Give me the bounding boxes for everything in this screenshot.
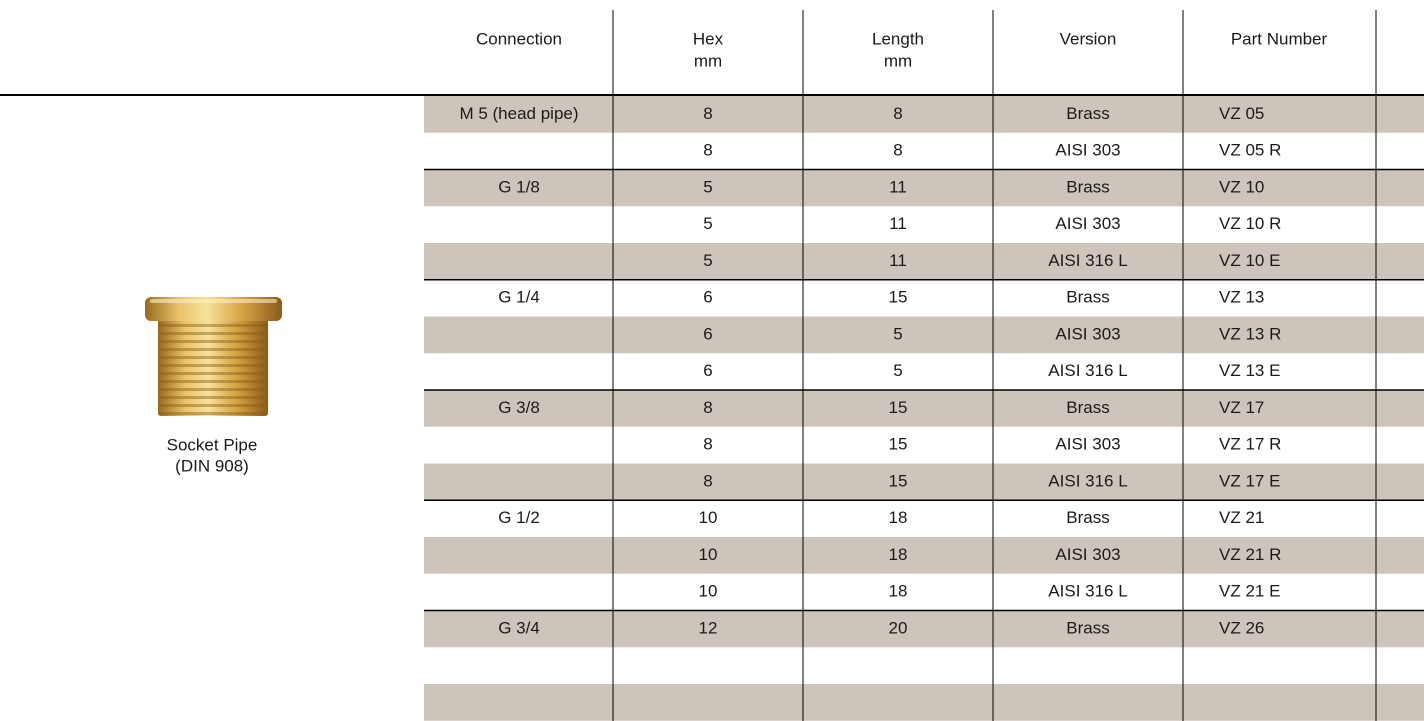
version-cell: AISI 316 L	[1048, 361, 1127, 380]
part-number-cell: VZ 10 E	[1219, 251, 1280, 270]
thread	[158, 356, 268, 359]
part-number-cell: VZ 10	[1219, 177, 1264, 196]
version-cell: Brass	[1066, 398, 1109, 417]
row-shade	[424, 611, 1424, 648]
version-cell: AISI 303	[1055, 324, 1120, 343]
length-cell: 5	[893, 361, 902, 380]
hex-cell: 10	[699, 582, 718, 601]
version-cell: AISI 303	[1055, 141, 1120, 160]
thread	[158, 412, 268, 415]
header-unit: mm	[884, 51, 912, 70]
header-label: Hex	[693, 29, 724, 48]
version-cell: Brass	[1066, 177, 1109, 196]
version-cell: Brass	[1066, 288, 1109, 307]
thread	[158, 388, 268, 391]
hex-cell: 8	[703, 398, 712, 417]
page: Socket Pipe (DIN 908) Connection Hex mm Len…	[0, 0, 1424, 721]
hex-cell: 6	[703, 361, 712, 380]
part-number-cell: VZ 26	[1219, 618, 1264, 637]
length-cell: 8	[893, 141, 902, 160]
part-number-cell: VZ 05 R	[1219, 141, 1281, 160]
thread	[158, 324, 268, 327]
hex-cell: 8	[703, 104, 712, 123]
length-cell: 18	[889, 582, 908, 601]
connection-cell: G 1/2	[498, 508, 540, 527]
hex-cell: 10	[699, 545, 718, 564]
length-cell: 20	[889, 618, 908, 637]
part-number-cell: VZ 10 R	[1219, 214, 1281, 233]
part-number-cell: VZ 21 R	[1219, 545, 1281, 564]
version-cell: Brass	[1066, 104, 1109, 123]
row-shade	[424, 170, 1424, 207]
header-label: Connection	[476, 29, 562, 48]
length-cell: 15	[889, 435, 908, 454]
version-cell: AISI 316 L	[1048, 471, 1127, 490]
row-shade	[424, 390, 1424, 427]
row-backgrounds	[424, 96, 1424, 721]
header-label: Length	[872, 29, 924, 48]
part-number-cell: VZ 17 R	[1219, 435, 1281, 454]
hex-cell: 6	[703, 324, 712, 343]
header-label: Version	[1060, 29, 1117, 48]
product-standard: (DIN 908)	[175, 456, 249, 475]
hex-cell: 8	[703, 141, 712, 160]
length-cell: 11	[889, 214, 907, 233]
version-cell: AISI 316 L	[1048, 582, 1127, 601]
connection-cell: G 1/4	[498, 288, 540, 307]
connection-cell: G 3/8	[498, 398, 540, 417]
product-image	[145, 297, 282, 416]
version-cell: AISI 316 L	[1048, 251, 1127, 270]
length-cell: 15	[889, 398, 908, 417]
part-number-cell: VZ 13	[1219, 288, 1264, 307]
thread	[158, 372, 268, 375]
thread	[158, 396, 268, 399]
length-cell: 18	[889, 545, 908, 564]
part-number-cell: VZ 13 E	[1219, 361, 1280, 380]
hex-cell: 8	[703, 435, 712, 454]
part-number-cell: VZ 17	[1219, 398, 1264, 417]
product-name: Socket Pipe	[167, 435, 258, 454]
header-label: Part Number	[1231, 29, 1328, 48]
part-number-cell: VZ 21 E	[1219, 582, 1280, 601]
connection-cell: G 1/8	[498, 177, 540, 196]
thread	[158, 340, 268, 343]
thread	[158, 380, 268, 383]
length-cell: 15	[889, 288, 908, 307]
hex-cell: 8	[703, 471, 712, 490]
connection-cell: M 5 (head pipe)	[459, 104, 578, 123]
version-cell: AISI 303	[1055, 545, 1120, 564]
hex-cell: 12	[699, 618, 718, 637]
part-number-cell: VZ 05	[1219, 104, 1264, 123]
version-cell: AISI 303	[1055, 214, 1120, 233]
length-cell: 11	[889, 251, 907, 270]
version-cell: Brass	[1066, 618, 1109, 637]
length-cell: 5	[893, 324, 902, 343]
version-cell: Brass	[1066, 508, 1109, 527]
hex-cell: 5	[703, 251, 712, 270]
length-cell: 18	[889, 508, 908, 527]
header-unit: mm	[694, 51, 722, 70]
hex-cell: 6	[703, 288, 712, 307]
fitting-highlight	[150, 299, 277, 303]
part-number-cell: VZ 21	[1219, 508, 1264, 527]
row-shade	[424, 684, 1424, 721]
part-number-cell: VZ 13 R	[1219, 324, 1281, 343]
hex-cell: 5	[703, 214, 712, 233]
thread	[158, 332, 268, 335]
hex-cell: 5	[703, 177, 712, 196]
length-cell: 11	[889, 177, 907, 196]
length-cell: 8	[893, 104, 902, 123]
version-cell: AISI 303	[1055, 435, 1120, 454]
connection-cell: G 3/4	[498, 618, 540, 637]
thread	[158, 404, 268, 407]
part-number-cell: VZ 17 E	[1219, 471, 1280, 490]
thread	[158, 364, 268, 367]
hex-cell: 10	[699, 508, 718, 527]
length-cell: 15	[889, 471, 908, 490]
thread	[158, 348, 268, 351]
